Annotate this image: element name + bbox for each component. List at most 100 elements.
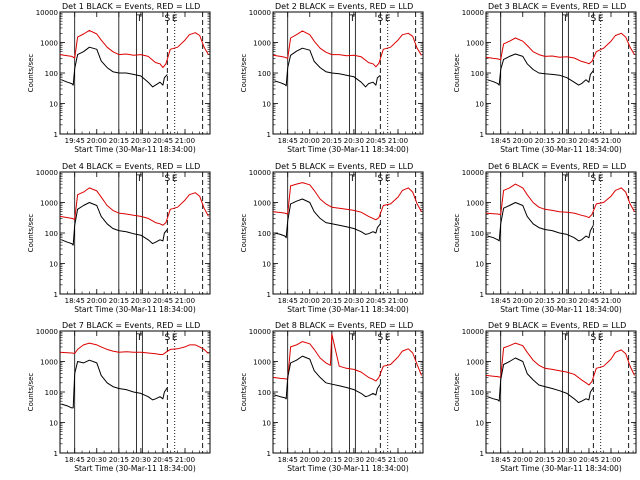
y-tick-label: 10 bbox=[475, 420, 484, 428]
y-tick-label: 1000 bbox=[40, 200, 58, 208]
y-tick-label: 100 bbox=[45, 230, 58, 238]
y-tick-label: 10000 bbox=[249, 169, 271, 177]
x-tick-label: 20:45 bbox=[153, 456, 173, 464]
series-line-events bbox=[61, 46, 168, 88]
chart-title: Det 9 BLACK = Events, RED = LLD bbox=[488, 321, 626, 330]
x-tick-label: 20:45 bbox=[579, 297, 599, 305]
x-axis-title: Start Time (30-Mar-11 18:34:00) bbox=[287, 305, 409, 314]
y-tick-label: 1000 bbox=[253, 359, 271, 367]
y-tick-label: 10000 bbox=[36, 9, 58, 17]
series-line-lld bbox=[272, 30, 422, 68]
y-tick-label: 1 bbox=[54, 291, 58, 299]
x-tick-label: 21:00 bbox=[175, 297, 195, 305]
y-tick-label: 10000 bbox=[36, 328, 58, 336]
marker-label: S bbox=[590, 333, 596, 343]
marker-label: S bbox=[377, 174, 383, 184]
marker-label: T bbox=[136, 333, 143, 343]
x-tick-label: 21:00 bbox=[388, 297, 408, 305]
y-tick-label: 100 bbox=[258, 70, 271, 78]
x-tick-label: 19:45 bbox=[65, 137, 85, 145]
y-tick-label: 1 bbox=[267, 131, 271, 139]
y-tick-label: 10 bbox=[262, 261, 271, 269]
y-tick-label: 1000 bbox=[40, 40, 58, 48]
x-tick-label: 20:00 bbox=[87, 297, 107, 305]
x-axis-title: Start Time (30-Mar-11 18:34:00) bbox=[500, 464, 622, 473]
x-tick-label: 20:30 bbox=[557, 297, 577, 305]
series-line-events bbox=[274, 355, 381, 400]
series-line-lld bbox=[59, 342, 209, 355]
chart-title: Det 5 BLACK = Events, RED = LLD bbox=[275, 162, 413, 171]
chart-title: Det 1 BLACK = Events, RED = LLD bbox=[62, 2, 200, 11]
marker-label: T bbox=[136, 174, 143, 184]
chart-title: Det 8 BLACK = Events, RED = LLD bbox=[275, 321, 413, 330]
plot-frame bbox=[272, 171, 424, 295]
x-tick-label: 20:15 bbox=[535, 137, 555, 145]
x-tick-label: 20:15 bbox=[535, 297, 555, 305]
series-line-lld bbox=[485, 32, 635, 65]
y-axis-title: Counts/sec bbox=[240, 214, 248, 253]
x-tick-label: 20:30 bbox=[131, 137, 151, 145]
x-tick-label: 20:15 bbox=[109, 137, 129, 145]
y-tick-label: 100 bbox=[258, 230, 271, 238]
y-tick-label: 100 bbox=[258, 389, 271, 397]
marker-label: E bbox=[598, 333, 604, 343]
chart-title: Det 6 BLACK = Events, RED = LLD bbox=[488, 162, 626, 171]
x-tick-label: 18:45 bbox=[65, 297, 85, 305]
marker-label: S bbox=[590, 174, 596, 184]
y-tick-label: 1000 bbox=[466, 40, 484, 48]
x-axis-title: Start Time (30-Mar-11 18:34:00) bbox=[74, 464, 196, 473]
chart-panel: Det 8 BLACK = Events, RED = LLD 1 10 100 100… bbox=[240, 321, 424, 473]
marker-label: S bbox=[164, 14, 170, 24]
x-tick-label: 21:00 bbox=[388, 137, 408, 145]
y-axis-title: Counts/sec bbox=[27, 214, 35, 253]
y-tick-label: 10000 bbox=[249, 328, 271, 336]
x-tick-label: 20:30 bbox=[344, 137, 364, 145]
y-tick-label: 1000 bbox=[466, 359, 484, 367]
series-line-events bbox=[487, 202, 594, 242]
x-tick-label: 20:45 bbox=[153, 137, 173, 145]
y-tick-label: 10 bbox=[49, 261, 58, 269]
chart-panel: Det 5 BLACK = Events, RED = LLD 1 10 100 100… bbox=[240, 162, 424, 314]
y-tick-label: 10 bbox=[475, 101, 484, 109]
x-tick-label: 20:15 bbox=[322, 137, 342, 145]
series-line-events bbox=[274, 47, 381, 88]
marker-label: E bbox=[172, 174, 178, 184]
x-axis-title: Start Time (30-Mar-11 18:34:00) bbox=[500, 145, 622, 154]
marker-label: E bbox=[172, 333, 178, 343]
chart-panel: Det 7 BLACK = Events, RED = LLD 1 10 100 100… bbox=[27, 321, 211, 473]
y-tick-label: 1000 bbox=[466, 200, 484, 208]
y-tick-label: 1 bbox=[54, 131, 58, 139]
marker-label: T bbox=[349, 14, 356, 24]
x-tick-label: 18:45 bbox=[278, 137, 298, 145]
x-tick-label: 20:00 bbox=[87, 137, 107, 145]
x-tick-label: 20:45 bbox=[366, 137, 386, 145]
x-tick-label: 18:45 bbox=[491, 297, 511, 305]
marker-label: E bbox=[385, 333, 391, 343]
plot-frame bbox=[272, 330, 424, 454]
y-tick-label: 10 bbox=[475, 261, 484, 269]
chart-title: Det 2 BLACK = Events, RED = LLD bbox=[275, 2, 413, 11]
marker-label: S bbox=[377, 14, 383, 24]
chart-title: Det 7 BLACK = Events, RED = LLD bbox=[62, 321, 200, 330]
y-tick-label: 10 bbox=[49, 420, 58, 428]
y-tick-label: 10000 bbox=[462, 169, 484, 177]
marker-label: S bbox=[164, 174, 170, 184]
x-axis-title: Start Time (30-Mar-11 18:34:00) bbox=[74, 145, 196, 154]
plot-frame bbox=[485, 330, 637, 454]
marker-label: E bbox=[172, 14, 178, 24]
x-tick-label: 20:30 bbox=[557, 137, 577, 145]
series-line-lld bbox=[59, 29, 209, 69]
x-tick-label: 20:00 bbox=[513, 297, 533, 305]
x-tick-label: 21:00 bbox=[601, 456, 621, 464]
y-axis-title: Counts/sec bbox=[453, 373, 461, 412]
x-tick-label: 20:30 bbox=[131, 456, 151, 464]
x-tick-label: 20:00 bbox=[300, 297, 320, 305]
x-tick-label: 20:30 bbox=[87, 456, 107, 464]
x-tick-label: 20:45 bbox=[579, 456, 599, 464]
y-tick-label: 10000 bbox=[249, 9, 271, 17]
x-tick-label: 20:30 bbox=[344, 297, 364, 305]
y-tick-label: 100 bbox=[471, 230, 484, 238]
y-axis-title: Counts/sec bbox=[27, 373, 35, 412]
series-line-events bbox=[61, 202, 168, 246]
